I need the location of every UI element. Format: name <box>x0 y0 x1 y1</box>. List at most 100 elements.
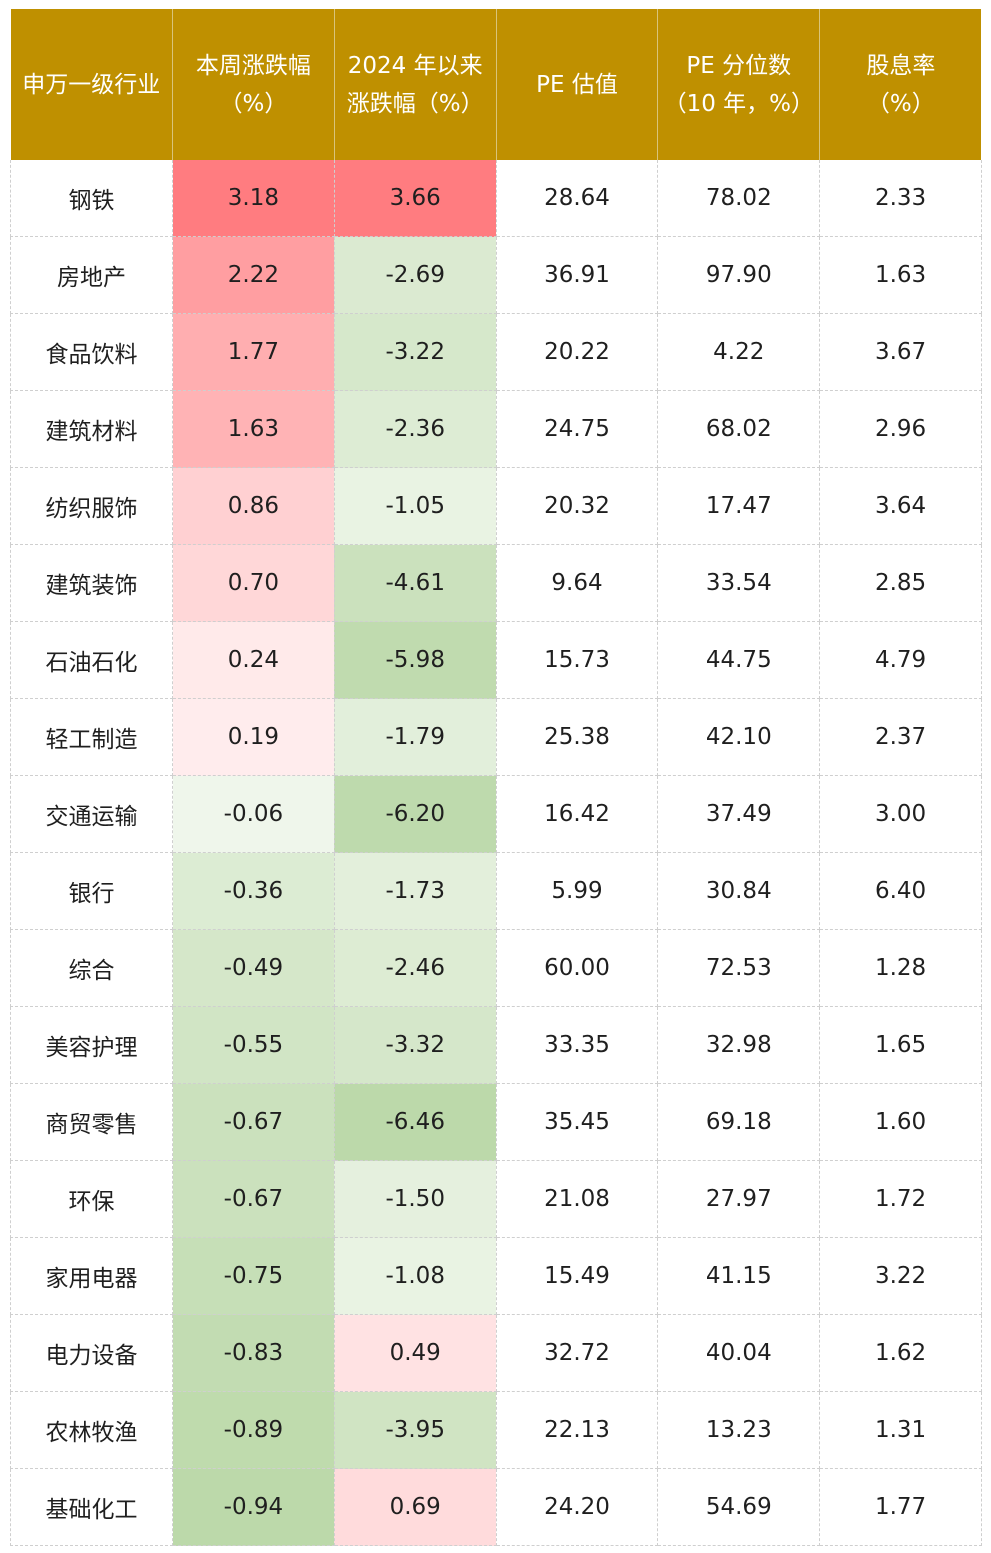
cell-pe: 35.45 <box>496 1083 659 1161</box>
cell-pe-percentile: 72.53 <box>657 929 821 1007</box>
cell-pe-percentile: 32.98 <box>657 1006 821 1084</box>
cell-industry: 美容护理 <box>10 1006 173 1084</box>
cell-week-change: -0.94 <box>172 1468 335 1546</box>
cell-ytd-change: -3.95 <box>334 1391 497 1469</box>
cell-dividend-yield: 3.00 <box>819 775 982 853</box>
cell-week-change: 0.24 <box>172 621 335 699</box>
header-pe-percentile-line2: （10 年，%） <box>663 90 814 117</box>
cell-industry: 电力设备 <box>10 1314 173 1392</box>
cell-ytd-change: -1.05 <box>334 467 497 545</box>
cell-dividend-yield: 2.96 <box>819 390 982 468</box>
cell-pe: 15.49 <box>496 1237 659 1315</box>
cell-pe-percentile: 78.02 <box>657 160 821 237</box>
cell-week-change: -0.36 <box>172 852 335 930</box>
cell-dividend-yield: 1.72 <box>819 1160 982 1238</box>
table-header: 申万一级行业 本周涨跌幅 （%） 2024 年以来 涨跌幅（%） PE 估值 P… <box>10 9 982 160</box>
header-dividend-yield: 股息率 （%） <box>819 9 982 160</box>
table-row: 轻工制造 0.19 -1.79 25.38 42.10 2.37 <box>10 698 982 776</box>
cell-pe: 25.38 <box>496 698 659 776</box>
cell-industry: 建筑材料 <box>10 390 173 468</box>
table-row: 银行 -0.36 -1.73 5.99 30.84 6.40 <box>10 852 982 930</box>
table-row: 美容护理 -0.55 -3.32 33.35 32.98 1.65 <box>10 1006 982 1084</box>
cell-industry: 综合 <box>10 929 173 1007</box>
cell-dividend-yield: 3.64 <box>819 467 982 545</box>
cell-pe: 32.72 <box>496 1314 659 1392</box>
table-row: 食品饮料 1.77 -3.22 20.22 4.22 3.67 <box>10 313 982 391</box>
cell-dividend-yield: 6.40 <box>819 852 982 930</box>
cell-pe-percentile: 13.23 <box>657 1391 821 1469</box>
cell-pe: 24.20 <box>496 1468 659 1546</box>
cell-pe: 16.42 <box>496 775 659 853</box>
header-ytd-change: 2024 年以来 涨跌幅（%） <box>334 9 497 160</box>
cell-industry: 轻工制造 <box>10 698 173 776</box>
cell-ytd-change: -2.36 <box>334 390 497 468</box>
cell-week-change: 0.86 <box>172 467 335 545</box>
table-row: 环保 -0.67 -1.50 21.08 27.97 1.72 <box>10 1160 982 1238</box>
table-row: 纺织服饰 0.86 -1.05 20.32 17.47 3.64 <box>10 467 982 545</box>
cell-ytd-change: -6.46 <box>334 1083 497 1161</box>
header-week-change-line1: 本周涨跌幅 <box>195 52 311 79</box>
cell-dividend-yield: 1.62 <box>819 1314 982 1392</box>
industry-table-container: 申万一级行业 本周涨跌幅 （%） 2024 年以来 涨跌幅（%） PE 估值 P… <box>10 9 982 1546</box>
cell-ytd-change: -2.69 <box>334 236 497 314</box>
table-row: 钢铁 3.18 3.66 28.64 78.02 2.33 <box>10 160 982 237</box>
table-body: 钢铁 3.18 3.66 28.64 78.02 2.33 房地产 2.22 -2.69 36.9… <box>10 160 982 1546</box>
cell-pe-percentile: 4.22 <box>657 313 821 391</box>
industry-table: 申万一级行业 本周涨跌幅 （%） 2024 年以来 涨跌幅（%） PE 估值 P… <box>10 9 982 1546</box>
cell-ytd-change: -4.61 <box>334 544 497 622</box>
header-pe-percentile: PE 分位数 （10 年，%） <box>657 9 821 160</box>
cell-week-change: -0.67 <box>172 1083 335 1161</box>
cell-pe-percentile: 33.54 <box>657 544 821 622</box>
cell-ytd-change: -2.46 <box>334 929 497 1007</box>
cell-pe-percentile: 30.84 <box>657 852 821 930</box>
table-row: 电力设备 -0.83 0.49 32.72 40.04 1.62 <box>10 1314 982 1392</box>
header-pe: PE 估值 <box>496 9 659 160</box>
cell-ytd-change: -1.50 <box>334 1160 497 1238</box>
cell-industry: 交通运输 <box>10 775 173 853</box>
cell-pe-percentile: 69.18 <box>657 1083 821 1161</box>
cell-industry: 石油石化 <box>10 621 173 699</box>
cell-pe-percentile: 44.75 <box>657 621 821 699</box>
cell-ytd-change: 0.69 <box>334 1468 497 1546</box>
cell-week-change: -0.06 <box>172 775 335 853</box>
header-dividend-yield-line2: （%） <box>866 90 935 117</box>
cell-pe: 22.13 <box>496 1391 659 1469</box>
cell-dividend-yield: 3.67 <box>819 313 982 391</box>
cell-pe-percentile: 97.90 <box>657 236 821 314</box>
cell-ytd-change: -1.08 <box>334 1237 497 1315</box>
cell-week-change: 0.19 <box>172 698 335 776</box>
cell-dividend-yield: 1.77 <box>819 1468 982 1546</box>
table-row: 建筑材料 1.63 -2.36 24.75 68.02 2.96 <box>10 390 982 468</box>
table-row: 家用电器 -0.75 -1.08 15.49 41.15 3.22 <box>10 1237 982 1315</box>
cell-dividend-yield: 4.79 <box>819 621 982 699</box>
table-row: 农林牧渔 -0.89 -3.95 22.13 13.23 1.31 <box>10 1391 982 1469</box>
header-industry-line1: 申万一级行业 <box>22 71 161 98</box>
table-row: 商贸零售 -0.67 -6.46 35.45 69.18 1.60 <box>10 1083 982 1161</box>
cell-dividend-yield: 3.22 <box>819 1237 982 1315</box>
cell-ytd-change: -5.98 <box>334 621 497 699</box>
cell-week-change: -0.55 <box>172 1006 335 1084</box>
cell-week-change: 3.18 <box>172 160 335 237</box>
cell-ytd-change: 0.49 <box>334 1314 497 1392</box>
cell-dividend-yield: 1.65 <box>819 1006 982 1084</box>
cell-industry: 房地产 <box>10 236 173 314</box>
cell-pe: 24.75 <box>496 390 659 468</box>
header-row: 申万一级行业 本周涨跌幅 （%） 2024 年以来 涨跌幅（%） PE 估值 P… <box>10 9 982 160</box>
cell-pe-percentile: 42.10 <box>657 698 821 776</box>
cell-ytd-change: -6.20 <box>334 775 497 853</box>
cell-pe-percentile: 54.69 <box>657 1468 821 1546</box>
cell-pe: 60.00 <box>496 929 659 1007</box>
cell-industry: 纺织服饰 <box>10 467 173 545</box>
cell-industry: 环保 <box>10 1160 173 1238</box>
cell-dividend-yield: 2.33 <box>819 160 982 237</box>
cell-ytd-change: -3.22 <box>334 313 497 391</box>
table-row: 房地产 2.22 -2.69 36.91 97.90 1.63 <box>10 236 982 314</box>
table-row: 综合 -0.49 -2.46 60.00 72.53 1.28 <box>10 929 982 1007</box>
cell-week-change: -0.83 <box>172 1314 335 1392</box>
cell-ytd-change: -1.73 <box>334 852 497 930</box>
header-pe-percentile-line1: PE 分位数 <box>686 52 792 79</box>
cell-dividend-yield: 2.85 <box>819 544 982 622</box>
cell-week-change: -0.49 <box>172 929 335 1007</box>
cell-week-change: 2.22 <box>172 236 335 314</box>
table-row: 基础化工 -0.94 0.69 24.20 54.69 1.77 <box>10 1468 982 1546</box>
